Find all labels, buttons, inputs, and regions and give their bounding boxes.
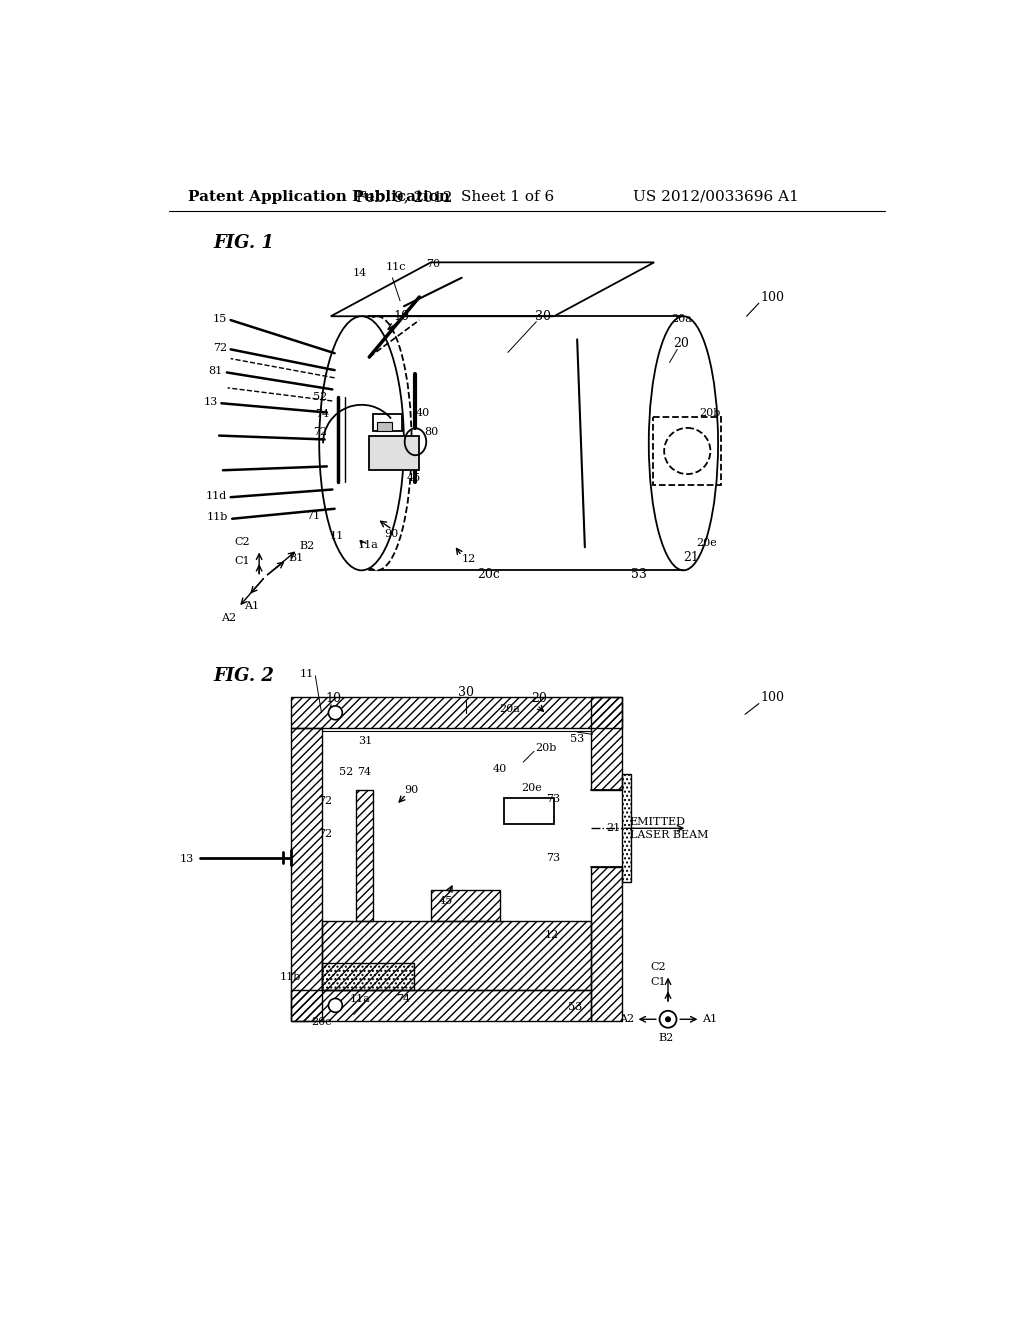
Circle shape xyxy=(329,998,342,1012)
Text: Patent Application Publication: Patent Application Publication xyxy=(188,190,451,203)
Text: LASER BEAM: LASER BEAM xyxy=(630,830,708,840)
Bar xyxy=(373,414,402,430)
Text: 53: 53 xyxy=(631,568,647,581)
Text: 73: 73 xyxy=(546,853,560,863)
Text: 11: 11 xyxy=(330,531,343,541)
Circle shape xyxy=(666,1016,671,1022)
Bar xyxy=(431,890,500,921)
Text: 74: 74 xyxy=(396,994,411,1005)
Text: 52: 52 xyxy=(339,767,353,776)
Text: 11: 11 xyxy=(300,669,313,680)
Text: 11b: 11b xyxy=(207,512,228,523)
Bar xyxy=(653,417,721,484)
Text: 40: 40 xyxy=(493,764,507,775)
Bar xyxy=(591,867,622,1020)
Text: 72: 72 xyxy=(213,343,226,352)
Text: 20b: 20b xyxy=(698,408,720,417)
Text: 72: 72 xyxy=(318,796,333,807)
Text: 11a: 11a xyxy=(357,540,379,550)
Text: 12: 12 xyxy=(462,554,476,564)
Text: 53: 53 xyxy=(568,1002,583,1011)
Text: US 2012/0033696 A1: US 2012/0033696 A1 xyxy=(633,190,799,203)
Text: 45: 45 xyxy=(407,473,421,483)
Text: B2: B2 xyxy=(658,1034,674,1043)
Text: A1: A1 xyxy=(244,601,259,611)
Text: B2: B2 xyxy=(299,541,314,550)
Text: 20c: 20c xyxy=(311,1016,332,1027)
Text: 81: 81 xyxy=(209,366,223,376)
Text: 31: 31 xyxy=(357,737,372,746)
Text: 11b: 11b xyxy=(281,972,301,982)
Ellipse shape xyxy=(342,317,412,570)
Text: 11d: 11d xyxy=(206,491,226,500)
Text: 21: 21 xyxy=(606,824,621,833)
Bar xyxy=(370,436,419,470)
Text: 40: 40 xyxy=(416,408,430,417)
Text: 10: 10 xyxy=(393,310,410,323)
Text: A2: A2 xyxy=(620,1014,634,1024)
Circle shape xyxy=(659,1011,677,1028)
Text: 15: 15 xyxy=(213,314,226,323)
Text: 20c: 20c xyxy=(477,568,500,581)
Bar xyxy=(291,729,322,1020)
Bar xyxy=(322,964,414,990)
Text: 90: 90 xyxy=(403,785,418,795)
Text: 11a: 11a xyxy=(350,994,371,1005)
Ellipse shape xyxy=(319,317,403,570)
Bar xyxy=(291,990,591,1020)
Text: A2: A2 xyxy=(221,614,237,623)
Text: 80: 80 xyxy=(425,426,439,437)
Text: 30: 30 xyxy=(535,310,551,323)
Text: C1: C1 xyxy=(234,556,250,566)
Text: 73: 73 xyxy=(546,793,560,804)
Text: 20b: 20b xyxy=(535,743,556,754)
Text: 74: 74 xyxy=(356,767,371,776)
Text: Sheet 1 of 6: Sheet 1 of 6 xyxy=(461,190,554,203)
Text: 20e: 20e xyxy=(696,539,717,548)
Text: 13: 13 xyxy=(179,854,194,865)
Bar xyxy=(622,775,631,882)
Text: 72: 72 xyxy=(312,426,327,437)
Text: 30: 30 xyxy=(458,686,473,700)
Text: 13: 13 xyxy=(204,397,217,407)
Text: 72: 72 xyxy=(318,829,333,840)
Bar xyxy=(356,789,373,921)
Text: 70: 70 xyxy=(426,259,440,268)
Text: 11c: 11c xyxy=(386,263,407,272)
Text: B1: B1 xyxy=(289,553,304,564)
Text: 20: 20 xyxy=(530,692,547,705)
Bar xyxy=(591,697,622,789)
Text: 100: 100 xyxy=(761,690,784,704)
Bar xyxy=(322,729,591,990)
Text: 20a: 20a xyxy=(671,314,692,323)
Text: 90: 90 xyxy=(385,529,399,539)
Text: 10: 10 xyxy=(325,692,341,705)
Text: 12: 12 xyxy=(545,929,559,940)
Bar xyxy=(322,921,591,990)
Text: 100: 100 xyxy=(761,290,784,304)
Bar xyxy=(377,317,683,570)
Text: FIG. 1: FIG. 1 xyxy=(214,234,274,252)
Text: C2: C2 xyxy=(234,537,250,548)
Text: C1: C1 xyxy=(651,977,667,987)
Text: 52: 52 xyxy=(312,392,327,403)
Bar xyxy=(291,697,622,729)
Text: 20e: 20e xyxy=(521,783,543,793)
Text: C2: C2 xyxy=(651,961,667,972)
Text: 45: 45 xyxy=(439,896,454,906)
Bar xyxy=(504,797,554,825)
Text: FIG. 2: FIG. 2 xyxy=(214,667,274,685)
Bar xyxy=(377,422,392,430)
Text: 53: 53 xyxy=(570,734,585,744)
Text: A1: A1 xyxy=(701,1014,717,1024)
Text: 20: 20 xyxy=(674,337,689,350)
Text: 21: 21 xyxy=(683,550,699,564)
Text: 20a: 20a xyxy=(500,705,520,714)
Text: EMITTED: EMITTED xyxy=(630,817,685,826)
Text: Feb. 9, 2012: Feb. 9, 2012 xyxy=(355,190,453,203)
Text: 74: 74 xyxy=(315,409,330,418)
Text: 14: 14 xyxy=(353,268,368,277)
Circle shape xyxy=(329,706,342,719)
Text: 71: 71 xyxy=(306,511,321,521)
